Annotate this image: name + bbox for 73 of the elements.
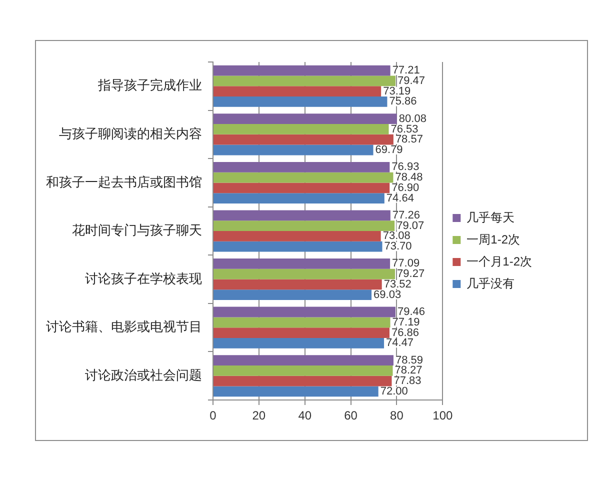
data-label: 79.27 [397,268,425,280]
data-label: 73.19 [383,85,411,98]
bar [214,96,388,107]
x-tick-label: 100 [432,408,453,423]
data-label: 76.90 [392,182,420,194]
y-tick-label: 讨论政治或社会问题 [85,367,202,382]
bar [214,338,384,348]
y-tick-label: 花时间专门与孩子聊天 [72,222,202,238]
data-label: 79.46 [397,306,426,318]
data-label: 78.57 [395,134,423,146]
bar [214,220,395,231]
bar [214,172,394,183]
legend-label: 一周1-2次 [466,232,520,246]
bar [214,86,382,97]
bar [214,386,378,397]
x-tick-label: 80 [390,408,404,423]
bar [214,144,374,156]
bar [214,231,381,242]
bar [214,365,393,376]
data-label: 77.09 [392,258,420,270]
data-label: 72.00 [380,385,408,398]
bar [214,268,396,280]
y-tick-label: 指导孩子完成作业 [97,78,202,93]
x-tick-label: 60 [344,408,358,423]
y-tick-label: 讨论孩子在学校表现 [85,270,202,286]
x-tick-label: 20 [252,408,266,423]
bar [214,317,390,328]
data-label: 69.79 [375,144,403,156]
legend-label: 一个月1-2次 [466,254,532,268]
y-tick-label: 和孩子一起去书店或图书馆 [46,174,202,190]
data-label: 77.83 [394,375,422,388]
bar [214,328,390,338]
bar [214,193,384,204]
bar [214,76,396,86]
data-label: 74.64 [386,192,414,204]
bar [214,134,394,145]
bar [214,124,389,134]
bar [214,290,372,300]
data-label: 73.52 [384,278,412,291]
y-tick-label: 与孩子聊阅读的相关内容 [59,126,202,142]
bar [214,241,382,252]
data-label: 73.08 [382,230,410,242]
data-label: 79.07 [396,220,424,232]
y-tick-label: 讨论书籍、电影或电视节目 [46,319,202,334]
x-tick-label: 40 [298,408,312,423]
bar [214,162,390,172]
bar [214,279,382,290]
bar [214,65,390,76]
data-label: 76.86 [392,326,420,339]
data-label: 74.47 [386,337,414,350]
bar [214,306,396,318]
bar [214,210,390,221]
data-label: 75.86 [389,96,417,108]
bar [214,114,397,124]
bar [214,355,394,366]
data-label: 79.47 [398,74,426,87]
legend-label: 几乎没有 [466,276,515,290]
bar [214,182,390,194]
x-tick-label: 0 [210,408,217,423]
data-label: 77.26 [392,209,420,222]
bar [214,258,390,269]
legend-label: 几乎每天 [466,210,515,224]
data-label: 69.03 [374,288,402,301]
data-label: 78.27 [394,364,422,377]
data-label: 77.21 [392,64,420,77]
data-label: 78.59 [395,354,424,366]
data-label: 78.48 [395,172,423,184]
data-label: 73.70 [384,240,412,253]
data-label: 77.19 [392,316,420,328]
data-label: 80.08 [398,112,426,125]
bar [214,376,392,386]
data-label: 76.53 [390,123,418,136]
data-label: 76.93 [392,161,420,174]
